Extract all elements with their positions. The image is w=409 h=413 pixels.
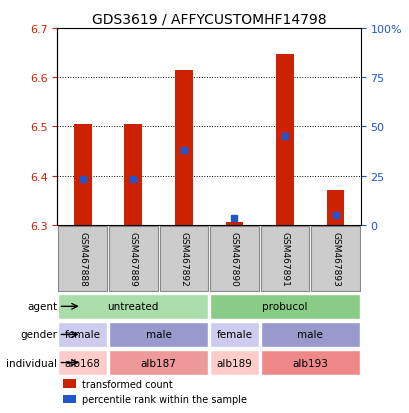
- Text: alb187: alb187: [140, 358, 176, 368]
- Bar: [175, 71, 192, 225]
- Text: individual: individual: [7, 358, 57, 368]
- Text: untreated: untreated: [107, 301, 159, 311]
- Bar: [74, 125, 91, 225]
- Text: probucol: probucol: [262, 301, 307, 311]
- Bar: [326, 191, 344, 225]
- Text: transformed count: transformed count: [81, 379, 172, 389]
- FancyBboxPatch shape: [209, 227, 258, 291]
- Bar: [63, 380, 75, 388]
- Text: male: male: [145, 330, 171, 339]
- Text: male: male: [297, 330, 322, 339]
- FancyBboxPatch shape: [260, 227, 308, 291]
- Text: alb168: alb168: [65, 358, 100, 368]
- FancyBboxPatch shape: [58, 294, 208, 319]
- Text: GSM467893: GSM467893: [330, 232, 339, 286]
- Text: percentile rank within the sample: percentile rank within the sample: [81, 394, 246, 404]
- FancyBboxPatch shape: [209, 294, 359, 319]
- Text: alb189: alb189: [216, 358, 252, 368]
- Text: GSM467888: GSM467888: [78, 232, 87, 286]
- Bar: [124, 125, 142, 225]
- FancyBboxPatch shape: [159, 227, 208, 291]
- Text: GSM467889: GSM467889: [128, 232, 137, 286]
- FancyBboxPatch shape: [209, 350, 258, 375]
- Text: GSM467890: GSM467890: [229, 232, 238, 286]
- Text: alb193: alb193: [292, 358, 327, 368]
- Text: GSM467891: GSM467891: [280, 232, 289, 286]
- FancyBboxPatch shape: [58, 350, 107, 375]
- FancyBboxPatch shape: [209, 322, 258, 347]
- Text: female: female: [65, 330, 101, 339]
- FancyBboxPatch shape: [260, 322, 359, 347]
- Text: agent: agent: [27, 301, 57, 311]
- FancyBboxPatch shape: [109, 227, 157, 291]
- Text: GSM467892: GSM467892: [179, 232, 188, 286]
- Bar: [225, 223, 243, 225]
- Title: GDS3619 / AFFYCUSTOMHF14798: GDS3619 / AFFYCUSTOMHF14798: [92, 12, 326, 26]
- Text: female: female: [216, 330, 252, 339]
- FancyBboxPatch shape: [260, 350, 359, 375]
- Bar: [275, 55, 293, 225]
- FancyBboxPatch shape: [58, 322, 107, 347]
- Text: gender: gender: [20, 330, 57, 339]
- FancyBboxPatch shape: [109, 322, 208, 347]
- FancyBboxPatch shape: [310, 227, 359, 291]
- FancyBboxPatch shape: [58, 227, 107, 291]
- FancyBboxPatch shape: [109, 350, 208, 375]
- Bar: [63, 395, 75, 404]
